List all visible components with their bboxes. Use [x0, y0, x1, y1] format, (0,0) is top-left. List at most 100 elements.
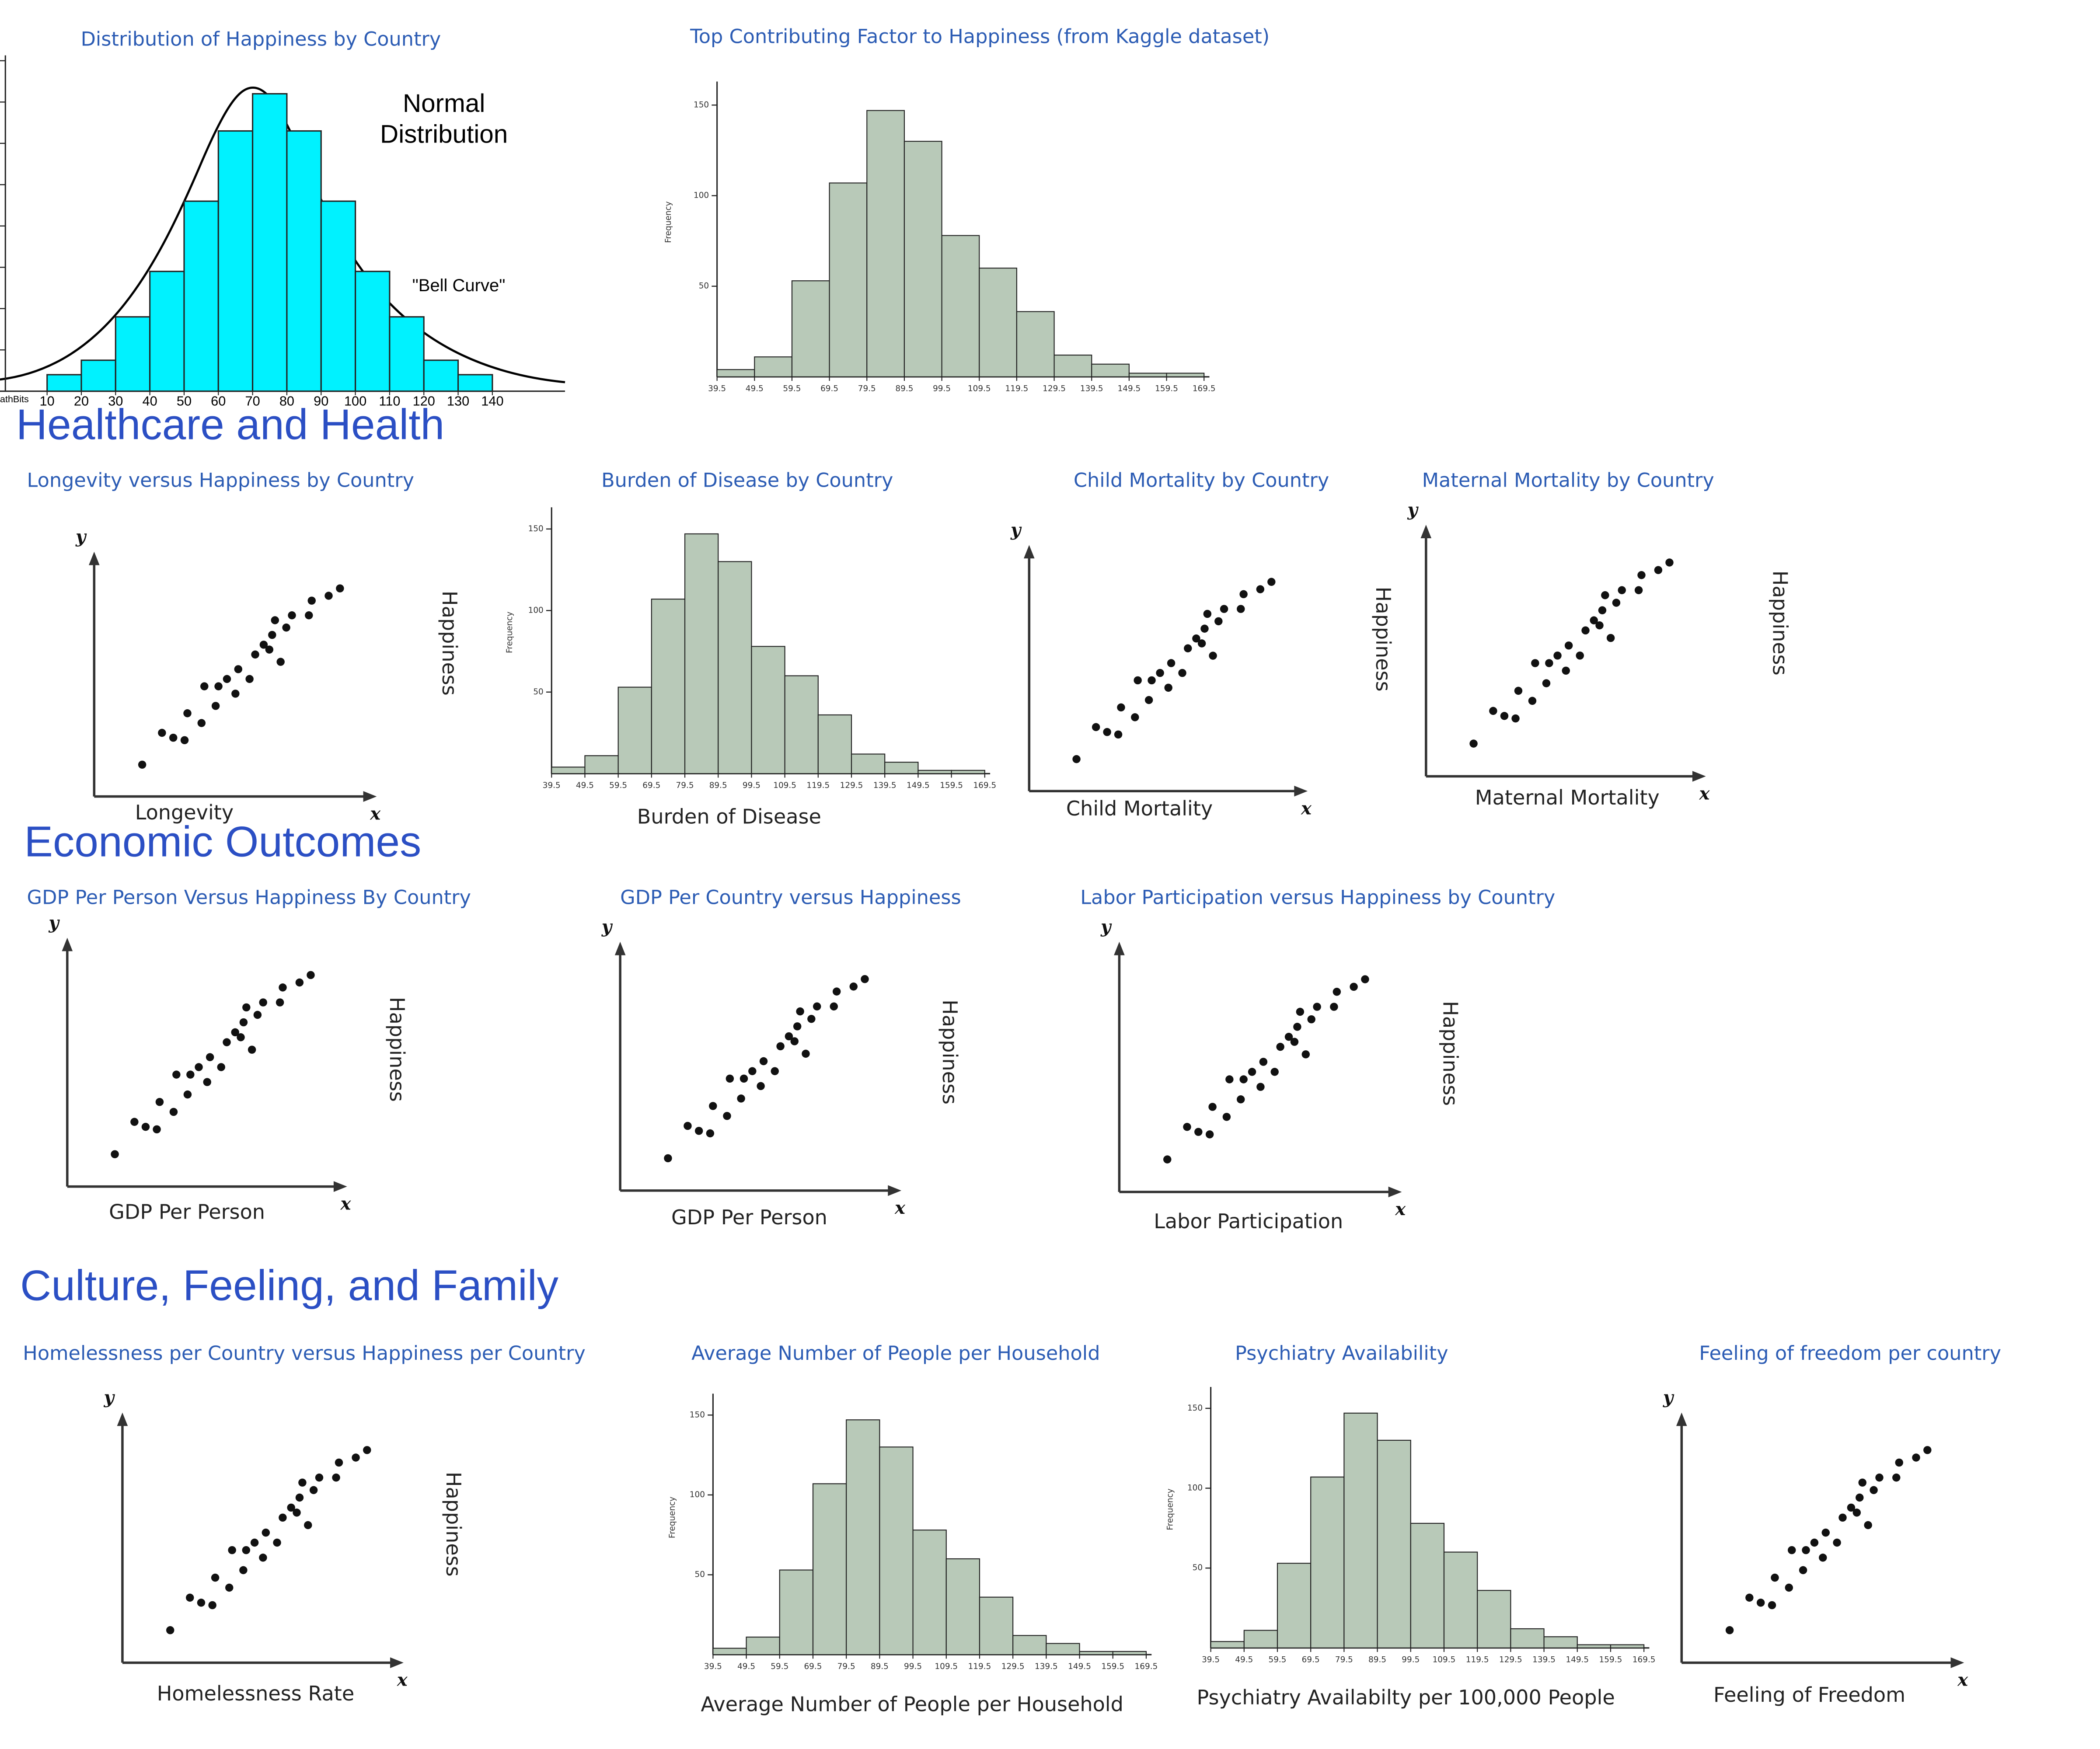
histogram-bar — [1343, 1412, 1378, 1648]
y-tick-label: 150 — [528, 524, 544, 533]
x-tick-label: 70 — [245, 393, 260, 408]
histogram-bar — [917, 770, 952, 774]
scatter-point — [206, 1053, 214, 1061]
x-arrow — [390, 1657, 404, 1668]
scatter-point — [849, 983, 858, 991]
y-symbol: y — [75, 526, 87, 547]
x-tick-label: 139.5 — [873, 781, 897, 790]
scatter-point — [1598, 606, 1607, 614]
scatter-point — [757, 1082, 765, 1091]
scatter-point — [1634, 586, 1643, 594]
histogram-bar — [584, 755, 619, 774]
x-tick-label: 50 — [177, 393, 192, 408]
x-symbol: x — [1957, 1670, 1968, 1690]
scatter-point — [1237, 605, 1245, 613]
scatter-point — [813, 1002, 821, 1011]
scatter-point — [183, 1090, 192, 1099]
scatter-point — [1248, 1068, 1256, 1076]
histogram-bar — [423, 359, 459, 392]
scatter-point — [1665, 558, 1674, 567]
x-tick-label: 140 — [481, 393, 503, 408]
scatter-point — [1194, 1128, 1203, 1136]
scatter-point — [1208, 1103, 1217, 1111]
annotation: Normal — [403, 89, 485, 118]
histogram-bar — [183, 200, 219, 392]
annotation: Distribution — [380, 120, 508, 149]
x-tick-label: 89.5 — [1368, 1655, 1386, 1665]
scatter-point — [1225, 1075, 1234, 1084]
chart-title: GDP Per Person Versus Happiness By Count… — [27, 886, 471, 909]
histogram-bar — [718, 561, 752, 774]
scatter-point — [295, 978, 304, 987]
scatter-point — [1350, 983, 1358, 991]
scatter-point — [1200, 624, 1209, 633]
y-tick-label: 100 — [690, 1490, 705, 1499]
scatter-point — [1301, 1050, 1310, 1059]
scatter-point — [1847, 1503, 1856, 1512]
scatter-point — [298, 1478, 307, 1487]
x-tick-label: 169.5 — [1135, 1662, 1158, 1671]
scatter-point — [1131, 713, 1139, 721]
scatter-point — [223, 675, 231, 683]
x-tick-label: 99.5 — [933, 384, 951, 393]
x-axis-label: Maternal Mortality — [1475, 786, 1660, 809]
histogram-bar — [1046, 1643, 1080, 1655]
chart-title: Homelessness per Country versus Happines… — [23, 1342, 586, 1365]
scatter-point — [684, 1122, 692, 1130]
scatter-point — [1514, 686, 1523, 695]
scatter-point — [1164, 683, 1172, 692]
chart-title: Burden of Disease by Country — [601, 469, 893, 492]
x-tick-label: 100 — [344, 393, 366, 408]
scatter-point — [1205, 1130, 1214, 1139]
scatter-point — [1489, 707, 1497, 715]
histogram-bar — [389, 316, 425, 392]
scatter-point — [211, 702, 220, 710]
scatter-point — [279, 983, 287, 992]
chart-title: Feeling of freedom per country — [1699, 1342, 2001, 1365]
x-arrow — [333, 1181, 347, 1192]
histogram-bar — [754, 356, 793, 377]
x-tick-label: 149.5 — [1068, 1662, 1091, 1671]
x-tick-label: 39.5 — [704, 1662, 722, 1671]
x-tick-label: 159.5 — [1101, 1662, 1124, 1671]
scatter-point — [1618, 586, 1626, 594]
histogram-bar — [879, 1446, 914, 1655]
histogram-bar — [912, 1530, 947, 1655]
histogram-bar — [751, 646, 785, 774]
scatter-point — [1500, 712, 1509, 720]
scatter-point — [796, 1007, 804, 1016]
chart-title: Average Number of People per Household — [691, 1342, 1100, 1365]
y-symbol: y — [104, 1387, 115, 1408]
histogram-bar — [1577, 1644, 1612, 1648]
scatter-point — [1163, 1155, 1172, 1164]
y-tick-label: 50 — [699, 282, 709, 291]
scatter-point — [1788, 1546, 1796, 1554]
chart-title: Maternal Mortality by Country — [1422, 469, 1714, 492]
scatter-point — [282, 624, 290, 632]
histogram-bar — [617, 686, 652, 774]
y-axis-label: Happiness — [385, 997, 409, 1102]
scatter-point — [273, 1538, 281, 1547]
x-tick-label: 79.5 — [858, 384, 876, 393]
scatter-point — [1810, 1538, 1819, 1547]
scatter-point — [1833, 1538, 1841, 1547]
histogram-bar — [1443, 1551, 1478, 1648]
scatter-point — [183, 709, 192, 718]
scatter-point — [830, 1002, 838, 1011]
y-tick-label: 50 — [1193, 1563, 1203, 1572]
histogram-bar — [80, 359, 116, 392]
scatter-point — [1270, 1068, 1279, 1076]
scatter-point — [1117, 703, 1125, 712]
scatter-point — [225, 1583, 234, 1592]
scatter-point — [293, 1509, 301, 1517]
scatter-point — [197, 719, 206, 727]
x-symbol: x — [1395, 1199, 1406, 1219]
x-tick-label: 109.5 — [968, 384, 991, 393]
y-arrow — [1024, 545, 1035, 559]
x-tick-label: 149.5 — [907, 781, 930, 790]
scatter-point — [265, 645, 274, 654]
scatter-point — [1296, 1007, 1305, 1016]
y-arrow — [89, 551, 100, 565]
histogram-bar — [217, 130, 254, 392]
scatter-point — [1293, 1023, 1301, 1031]
